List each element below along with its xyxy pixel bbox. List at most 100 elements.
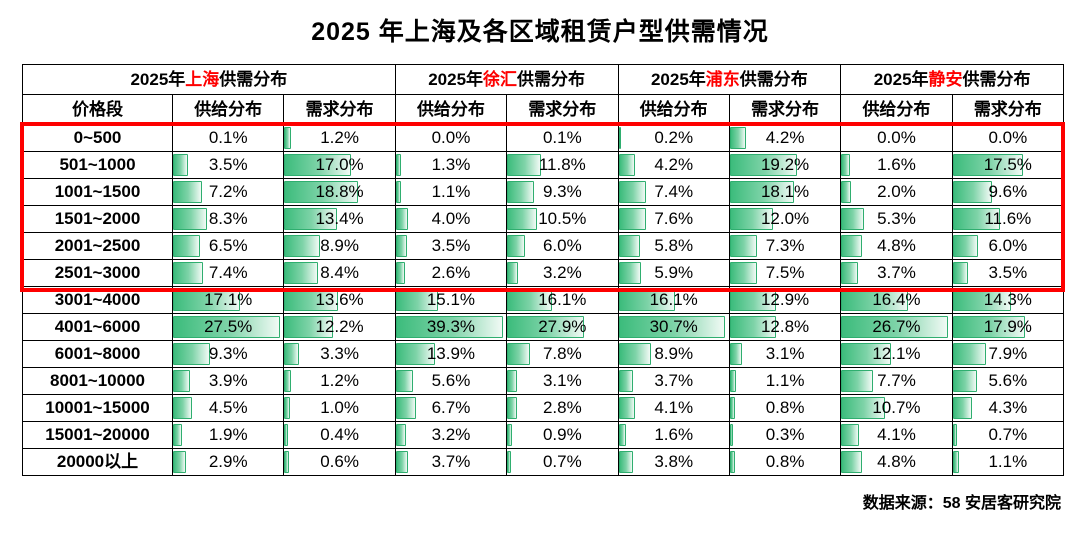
data-bar — [396, 235, 408, 257]
data-bar — [730, 127, 747, 149]
data-bar — [173, 343, 211, 365]
value-label: 7.7% — [877, 371, 916, 390]
group-prefix: 2025年 — [428, 70, 484, 89]
value-cell: 3.5% — [951, 259, 1065, 287]
data-bar — [730, 235, 757, 257]
value-cell: 7.8% — [506, 340, 619, 368]
value-cell: 30.7% — [617, 313, 730, 341]
data-bar — [619, 181, 646, 203]
value-label: 13.9% — [426, 344, 476, 363]
page-title: 2025 年上海及各区域租赁户型供需情况 — [311, 18, 769, 46]
value-cell: 13.6% — [283, 286, 396, 314]
value-label: 26.7% — [872, 317, 921, 336]
value-cell: 1.2% — [283, 124, 396, 152]
supply-header: 供给分布 — [171, 94, 285, 125]
data-bar — [953, 262, 969, 284]
data-bar — [396, 397, 416, 419]
value-label: 3.5% — [208, 155, 248, 174]
price-band-cell: 501~1000 — [22, 151, 173, 179]
value-label: 8.9% — [654, 344, 694, 363]
value-label: 7.4% — [208, 263, 248, 282]
price-band-cell: 1001~1500 — [22, 178, 173, 206]
value-cell: 4.2% — [728, 124, 842, 152]
data-bar — [284, 343, 299, 365]
value-label: 6.5% — [208, 236, 248, 255]
table-row: 8001~10000 3.9% 1.2% 5.6% 3.1% 3.7% 1.1% 7.7% 5.… — [22, 367, 1065, 395]
demand-header: 需求分布 — [283, 94, 396, 125]
value-cell: 4.8% — [840, 448, 953, 476]
value-cell: 3.3% — [283, 340, 396, 368]
value-label: 3.8% — [654, 452, 694, 471]
value-label: 8.9% — [320, 236, 359, 255]
data-bar — [619, 127, 622, 149]
value-label: 4.8% — [877, 452, 916, 471]
value-cell: 18.8% — [283, 178, 396, 206]
value-label: 7.9% — [988, 344, 1028, 363]
value-label: 11.6% — [984, 209, 1032, 228]
value-cell: 8.9% — [617, 340, 730, 368]
data-bar — [619, 397, 635, 419]
value-cell: 1.3% — [394, 151, 508, 179]
data-bar — [841, 316, 949, 338]
data-bar — [619, 451, 634, 473]
data-bar — [730, 181, 794, 203]
data-bar — [841, 343, 891, 365]
value-label: 27.9% — [538, 317, 587, 336]
data-bar — [953, 424, 958, 446]
value-label: 0.0% — [431, 128, 471, 147]
column-header-row: 价格段 供给分布 需求分布 供给分布 需求分布 供给分布 需求分布 供给分布 需求分布 — [22, 94, 1065, 125]
value-label: 5.6% — [431, 371, 471, 390]
value-cell: 0.8% — [728, 448, 842, 476]
value-label: 7.6% — [654, 209, 694, 228]
data-bar — [841, 370, 874, 392]
data-bar — [953, 154, 1024, 176]
value-label: 7.3% — [765, 236, 805, 255]
table-row: 1501~2000 8.3% 13.4% 4.0% 10.5% 7.6% 12.0% 5.3%… — [22, 205, 1065, 233]
price-band-cell: 8001~10000 — [22, 367, 173, 395]
data-bar — [173, 208, 207, 230]
data-bar — [619, 343, 651, 365]
price-band-cell: 15001~20000 — [22, 421, 173, 449]
value-cell: 9.3% — [506, 178, 619, 206]
data-bar — [173, 235, 200, 257]
value-cell: 0.0% — [951, 124, 1065, 152]
value-label: 1.0% — [320, 398, 359, 417]
region-name: 浦东 — [705, 70, 740, 89]
value-cell: 17.0% — [283, 151, 396, 179]
value-cell: 7.4% — [617, 178, 730, 206]
data-bar — [619, 424, 626, 446]
data-bar — [173, 316, 280, 338]
value-cell: 2.6% — [394, 259, 508, 287]
supply-demand-table: 2025年上海供需分布 2025年徐汇供需分布 2025年浦东供需分布 2025年静安… — [22, 64, 1065, 476]
value-cell: 17.1% — [171, 286, 285, 314]
table-row: 3001~4000 17.1% 13.6% 15.1% 16.1% 16.1% 12.9% 1… — [22, 286, 1065, 314]
value-cell: 0.7% — [506, 448, 619, 476]
table-row: 6001~8000 9.3% 3.3% 13.9% 7.8% 8.9% 3.1% 12.1% 7… — [22, 340, 1065, 368]
value-cell: 3.5% — [171, 151, 285, 179]
data-bar — [507, 451, 511, 473]
value-label: 6.0% — [542, 236, 582, 255]
value-cell: 3.7% — [617, 367, 730, 395]
data-bar — [173, 397, 193, 419]
value-cell: 13.9% — [394, 340, 508, 368]
value-cell: 3.5% — [394, 232, 508, 260]
value-label: 13.6% — [315, 290, 364, 309]
value-label: 3.7% — [877, 263, 916, 282]
value-label: 12.2% — [315, 317, 364, 336]
value-label: 7.8% — [542, 344, 582, 363]
value-cell: 0.0% — [840, 124, 953, 152]
value-cell: 3.8% — [617, 448, 730, 476]
group-header: 2025年徐汇供需分布 — [394, 64, 619, 95]
value-cell: 10.5% — [506, 205, 619, 233]
value-label: 12.1% — [872, 344, 921, 363]
value-label: 4.2% — [654, 155, 694, 174]
value-label: 17.0% — [315, 155, 364, 174]
group-suffix: 供需分布 — [219, 70, 288, 89]
value-cell: 0.2% — [617, 124, 730, 152]
value-label: 0.7% — [988, 425, 1028, 444]
value-cell: 1.6% — [840, 151, 953, 179]
value-cell: 11.8% — [506, 151, 619, 179]
value-cell: 16.1% — [617, 286, 730, 314]
data-bar — [841, 235, 863, 257]
value-label: 1.6% — [877, 155, 916, 174]
